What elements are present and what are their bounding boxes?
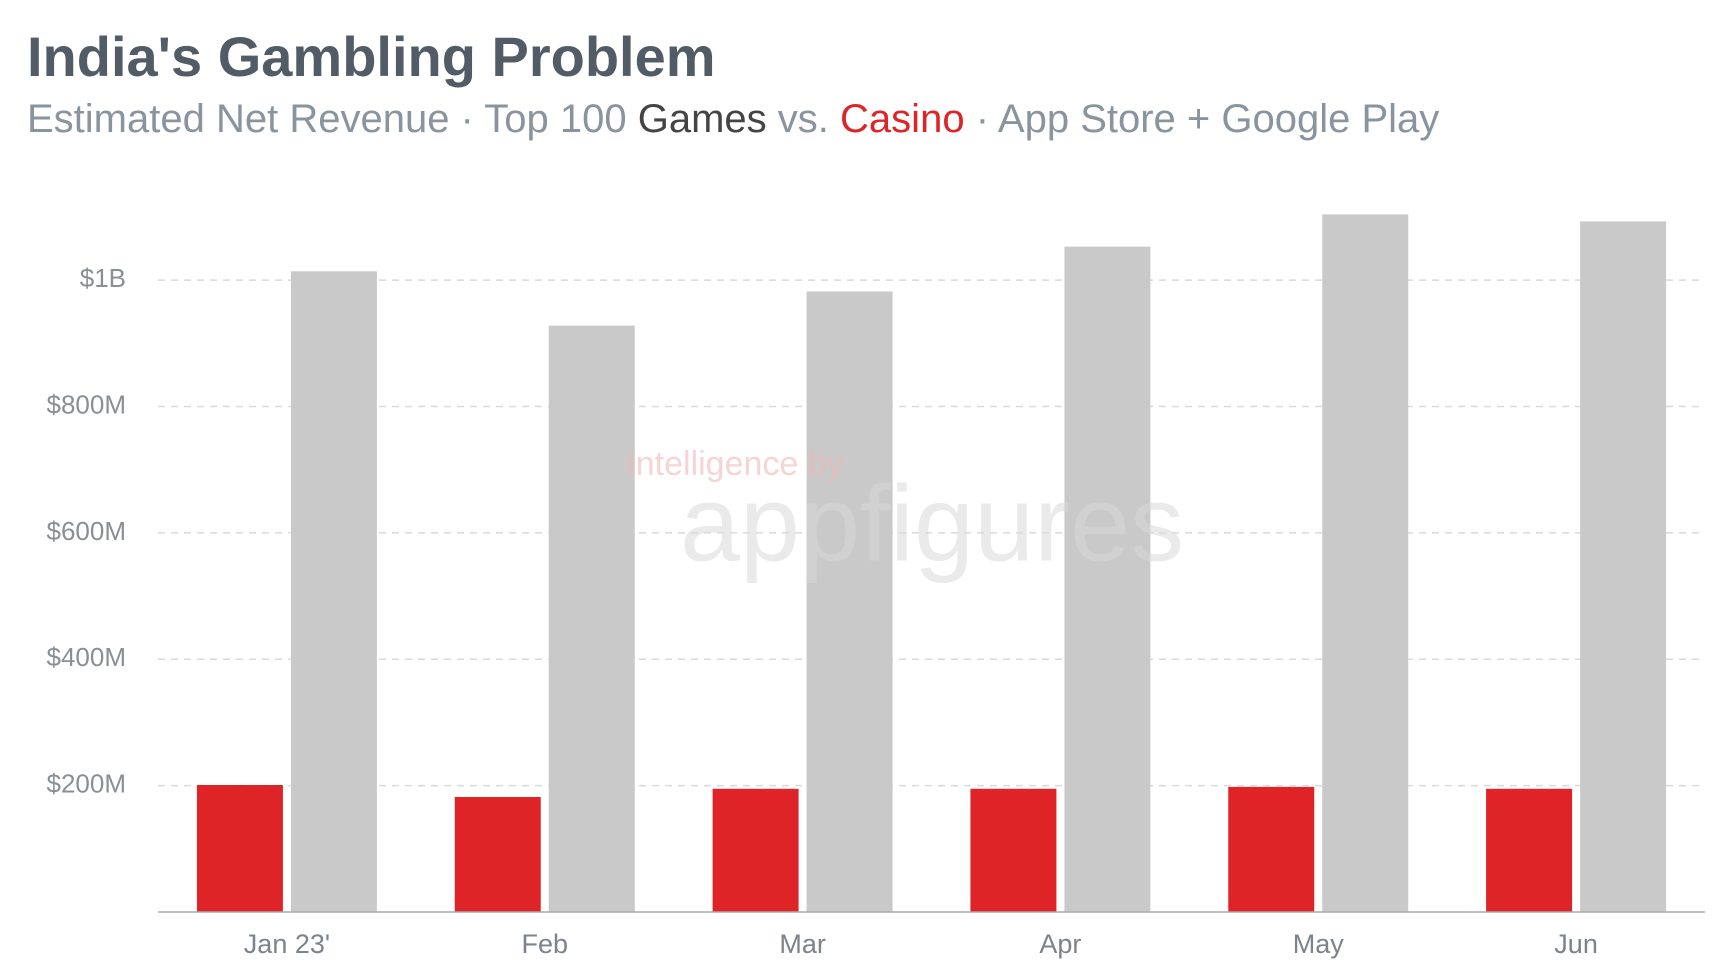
subtitle-part: · App Store + Google Play [976, 97, 1440, 141]
x-tick-label: Mar [779, 929, 826, 959]
bar [712, 788, 799, 912]
bar [290, 271, 377, 913]
bar [548, 325, 635, 913]
x-tick-label: May [1293, 929, 1345, 959]
subtitle-part: Estimated Net Revenue · Top 100 [27, 97, 627, 141]
watermark: appfigures [680, 463, 1184, 584]
y-tick-label: $800M [47, 389, 127, 419]
legend-entry: Casino [840, 97, 965, 141]
y-tick-label: $600M [47, 516, 127, 546]
subtitle-part: vs. [778, 97, 829, 141]
chart-title: India's Gambling Problem [27, 25, 716, 88]
x-tick-label: Jun [1554, 929, 1598, 959]
y-tick-label: $400M [47, 642, 127, 672]
chart-subtitle: Estimated Net Revenue · Top 100 Games vs… [27, 97, 1439, 141]
watermark: Intelligence by [626, 445, 843, 483]
bar [196, 784, 283, 912]
bar [1486, 788, 1573, 912]
x-tick-label: Feb [521, 929, 568, 959]
y-tick-label: $200M [47, 769, 127, 799]
bar [806, 291, 893, 913]
bar [1064, 246, 1151, 913]
bar [970, 788, 1057, 912]
legend-entry: Games [638, 97, 767, 141]
x-tick-label: Jan 23' [244, 929, 330, 959]
y-tick-label: $1B [80, 263, 126, 293]
bar [1580, 221, 1667, 912]
bar [454, 797, 541, 912]
bar [1322, 214, 1409, 912]
bar [1228, 786, 1315, 912]
x-tick-label: Apr [1039, 929, 1081, 959]
